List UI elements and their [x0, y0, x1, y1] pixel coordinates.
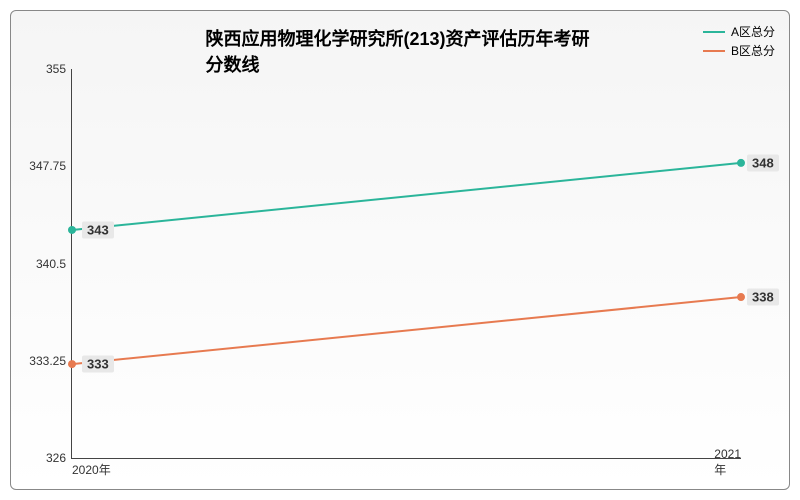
legend-swatch-a [703, 31, 725, 33]
series-marker [68, 360, 76, 368]
y-tick-label: 340.5 [20, 257, 66, 271]
data-label: 343 [82, 221, 114, 238]
legend-label-a: A区总分 [731, 23, 775, 40]
data-label: 338 [747, 289, 779, 306]
chart-container: 陕西应用物理化学研究所(213)资产评估历年考研分数线 A区总分 B区总分 32… [10, 10, 790, 490]
legend-item-b: B区总分 [703, 42, 775, 59]
series-marker [737, 293, 745, 301]
legend-label-b: B区总分 [731, 42, 775, 59]
x-tick-label: 2021年 [714, 447, 741, 478]
series-marker [68, 226, 76, 234]
legend-item-a: A区总分 [703, 23, 775, 40]
data-label: 348 [747, 154, 779, 171]
series-line [72, 163, 741, 230]
data-label: 333 [82, 356, 114, 373]
legend-swatch-b [703, 50, 725, 52]
plot-area: 326333.25340.5347.753552020年2021年3433483… [71, 69, 741, 459]
y-tick-label: 326 [20, 451, 66, 465]
series-marker [737, 159, 745, 167]
series-line [72, 297, 741, 364]
legend: A区总分 B区总分 [703, 23, 775, 61]
y-tick-label: 347.75 [20, 159, 66, 173]
y-tick-label: 333.25 [20, 354, 66, 368]
x-tick-label: 2020年 [72, 461, 111, 478]
plot-svg [72, 69, 741, 458]
y-tick-label: 355 [20, 62, 66, 76]
